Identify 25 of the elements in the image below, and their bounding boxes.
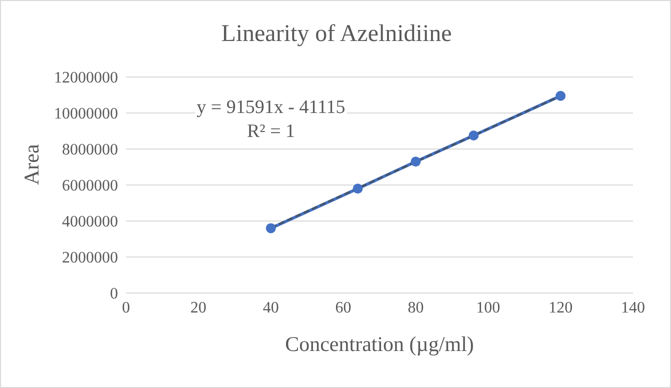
x-tick-label: 140 <box>621 299 645 316</box>
point <box>468 130 479 140</box>
x-tick-label: 100 <box>476 299 500 316</box>
point <box>266 223 276 234</box>
x-tick-label: 40 <box>262 299 279 316</box>
x-tick-label: 60 <box>335 299 352 316</box>
point <box>410 156 421 167</box>
chart-title: Linearity of Azelnidiine <box>220 21 453 48</box>
y-tick-label: 12000000 <box>54 70 118 87</box>
x-tick-label: 120 <box>548 299 573 316</box>
point <box>556 90 566 101</box>
y-tick-label: 4000000 <box>62 214 118 231</box>
y-tick-label: 10000000 <box>54 106 118 123</box>
annotation: R² = 1 <box>244 121 298 142</box>
x-axis-title: Concentration (µg/ml) <box>285 332 474 356</box>
y-tick-label: 0 <box>110 286 118 303</box>
y-tick-label: 2000000 <box>62 250 118 267</box>
x-tick-label: 80 <box>408 299 424 316</box>
x-tick-label: 0 <box>122 299 130 316</box>
annotation: y = 91591x - 41115 <box>194 97 348 118</box>
y-tick-label: 6000000 <box>62 178 118 195</box>
x-tick-label: 20 <box>190 299 206 316</box>
y-axis-title: Area <box>19 144 44 185</box>
y-tick-label: 8000000 <box>62 142 118 159</box>
point <box>352 184 363 194</box>
